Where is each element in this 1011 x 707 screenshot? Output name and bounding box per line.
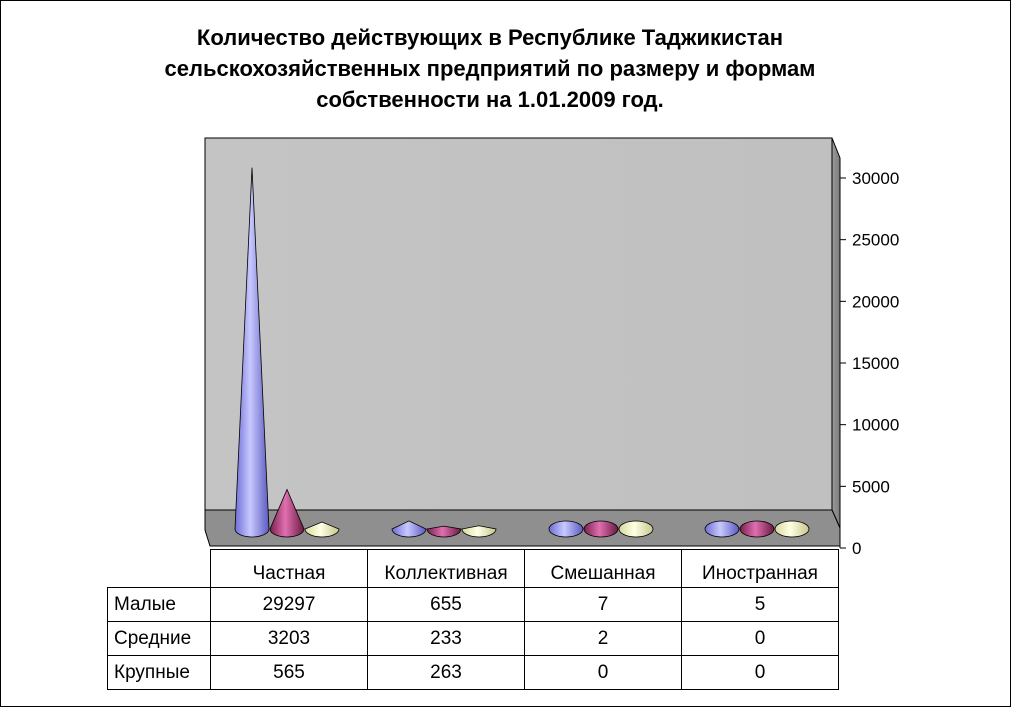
data-cell: 565	[210, 655, 368, 690]
data-cell: 5	[681, 587, 839, 622]
chart-title-line-3: собственности на 1.01.2009 год.	[316, 87, 664, 112]
y-tick-label: 0	[852, 539, 861, 558]
data-cell: 29297	[210, 587, 368, 622]
data-cell: 263	[367, 655, 525, 690]
data-cell: 3203	[210, 621, 368, 656]
chart-marks	[234, 167, 810, 538]
y-tick-label: 5000	[852, 477, 890, 496]
data-table-row: Малые 29297 655 7 5	[107, 587, 839, 622]
cone-Средние-Смешанная	[583, 520, 619, 538]
cone-Малые-Смешанная	[548, 520, 584, 538]
series-label: Крупные	[107, 655, 211, 690]
cone-Крупные-Частная	[304, 521, 340, 538]
data-cell: 0	[524, 655, 682, 690]
y-tick-label: 10000	[852, 416, 899, 435]
data-table-header-row: Частная Коллективная Смешанная Иностранн…	[107, 549, 839, 588]
y-axis: 0 5000 10000 15000 20000 25000 30000	[839, 158, 899, 558]
cone-Средние-Иностранная	[739, 520, 775, 538]
chart-title-line-2: сельскохозяйственных предприятий по разм…	[164, 56, 816, 81]
data-table-corner	[107, 549, 211, 588]
y-tick-label: 20000	[852, 292, 899, 311]
data-table-row: Средние 3203 233 2 0	[107, 621, 839, 656]
category-label: Иностранная	[681, 549, 839, 588]
cone-Малые-Частная	[234, 167, 270, 538]
cone-Средние-Коллективная	[426, 525, 462, 538]
data-table: Частная Коллективная Смешанная Иностранн…	[107, 549, 839, 690]
chart-side-wall	[831, 137, 841, 529]
category-label: Смешанная	[524, 549, 682, 588]
data-table-row: Крупные 565 263 0 0	[107, 655, 839, 690]
cone-Крупные-Коллективная	[461, 525, 497, 538]
y-tick-label: 30000	[852, 169, 899, 188]
chart-back-wall	[204, 137, 833, 511]
cone-Средние-Частная	[269, 488, 305, 538]
cone-Малые-Коллективная	[391, 520, 427, 538]
data-cell: 0	[681, 655, 839, 690]
data-cell: 655	[367, 587, 525, 622]
chart-title: Количество действующих в Республике Тадж…	[140, 22, 840, 115]
data-cell: 233	[367, 621, 525, 656]
y-tick-label: 25000	[852, 231, 899, 250]
series-label: Малые	[107, 587, 211, 622]
data-cell: 2	[524, 621, 682, 656]
category-label: Частная	[210, 549, 368, 588]
category-label: Коллективная	[367, 549, 525, 588]
chart-title-line-1: Количество действующих в Республике Тадж…	[196, 25, 784, 50]
series-label: Средние	[107, 621, 211, 656]
data-cell: 0	[681, 621, 839, 656]
cone-Крупные-Смешанная	[618, 520, 654, 538]
cone-Крупные-Иностранная	[774, 520, 810, 538]
y-tick-label: 15000	[852, 354, 899, 373]
cone-Малые-Иностранная	[704, 520, 740, 538]
data-cell: 7	[524, 587, 682, 622]
